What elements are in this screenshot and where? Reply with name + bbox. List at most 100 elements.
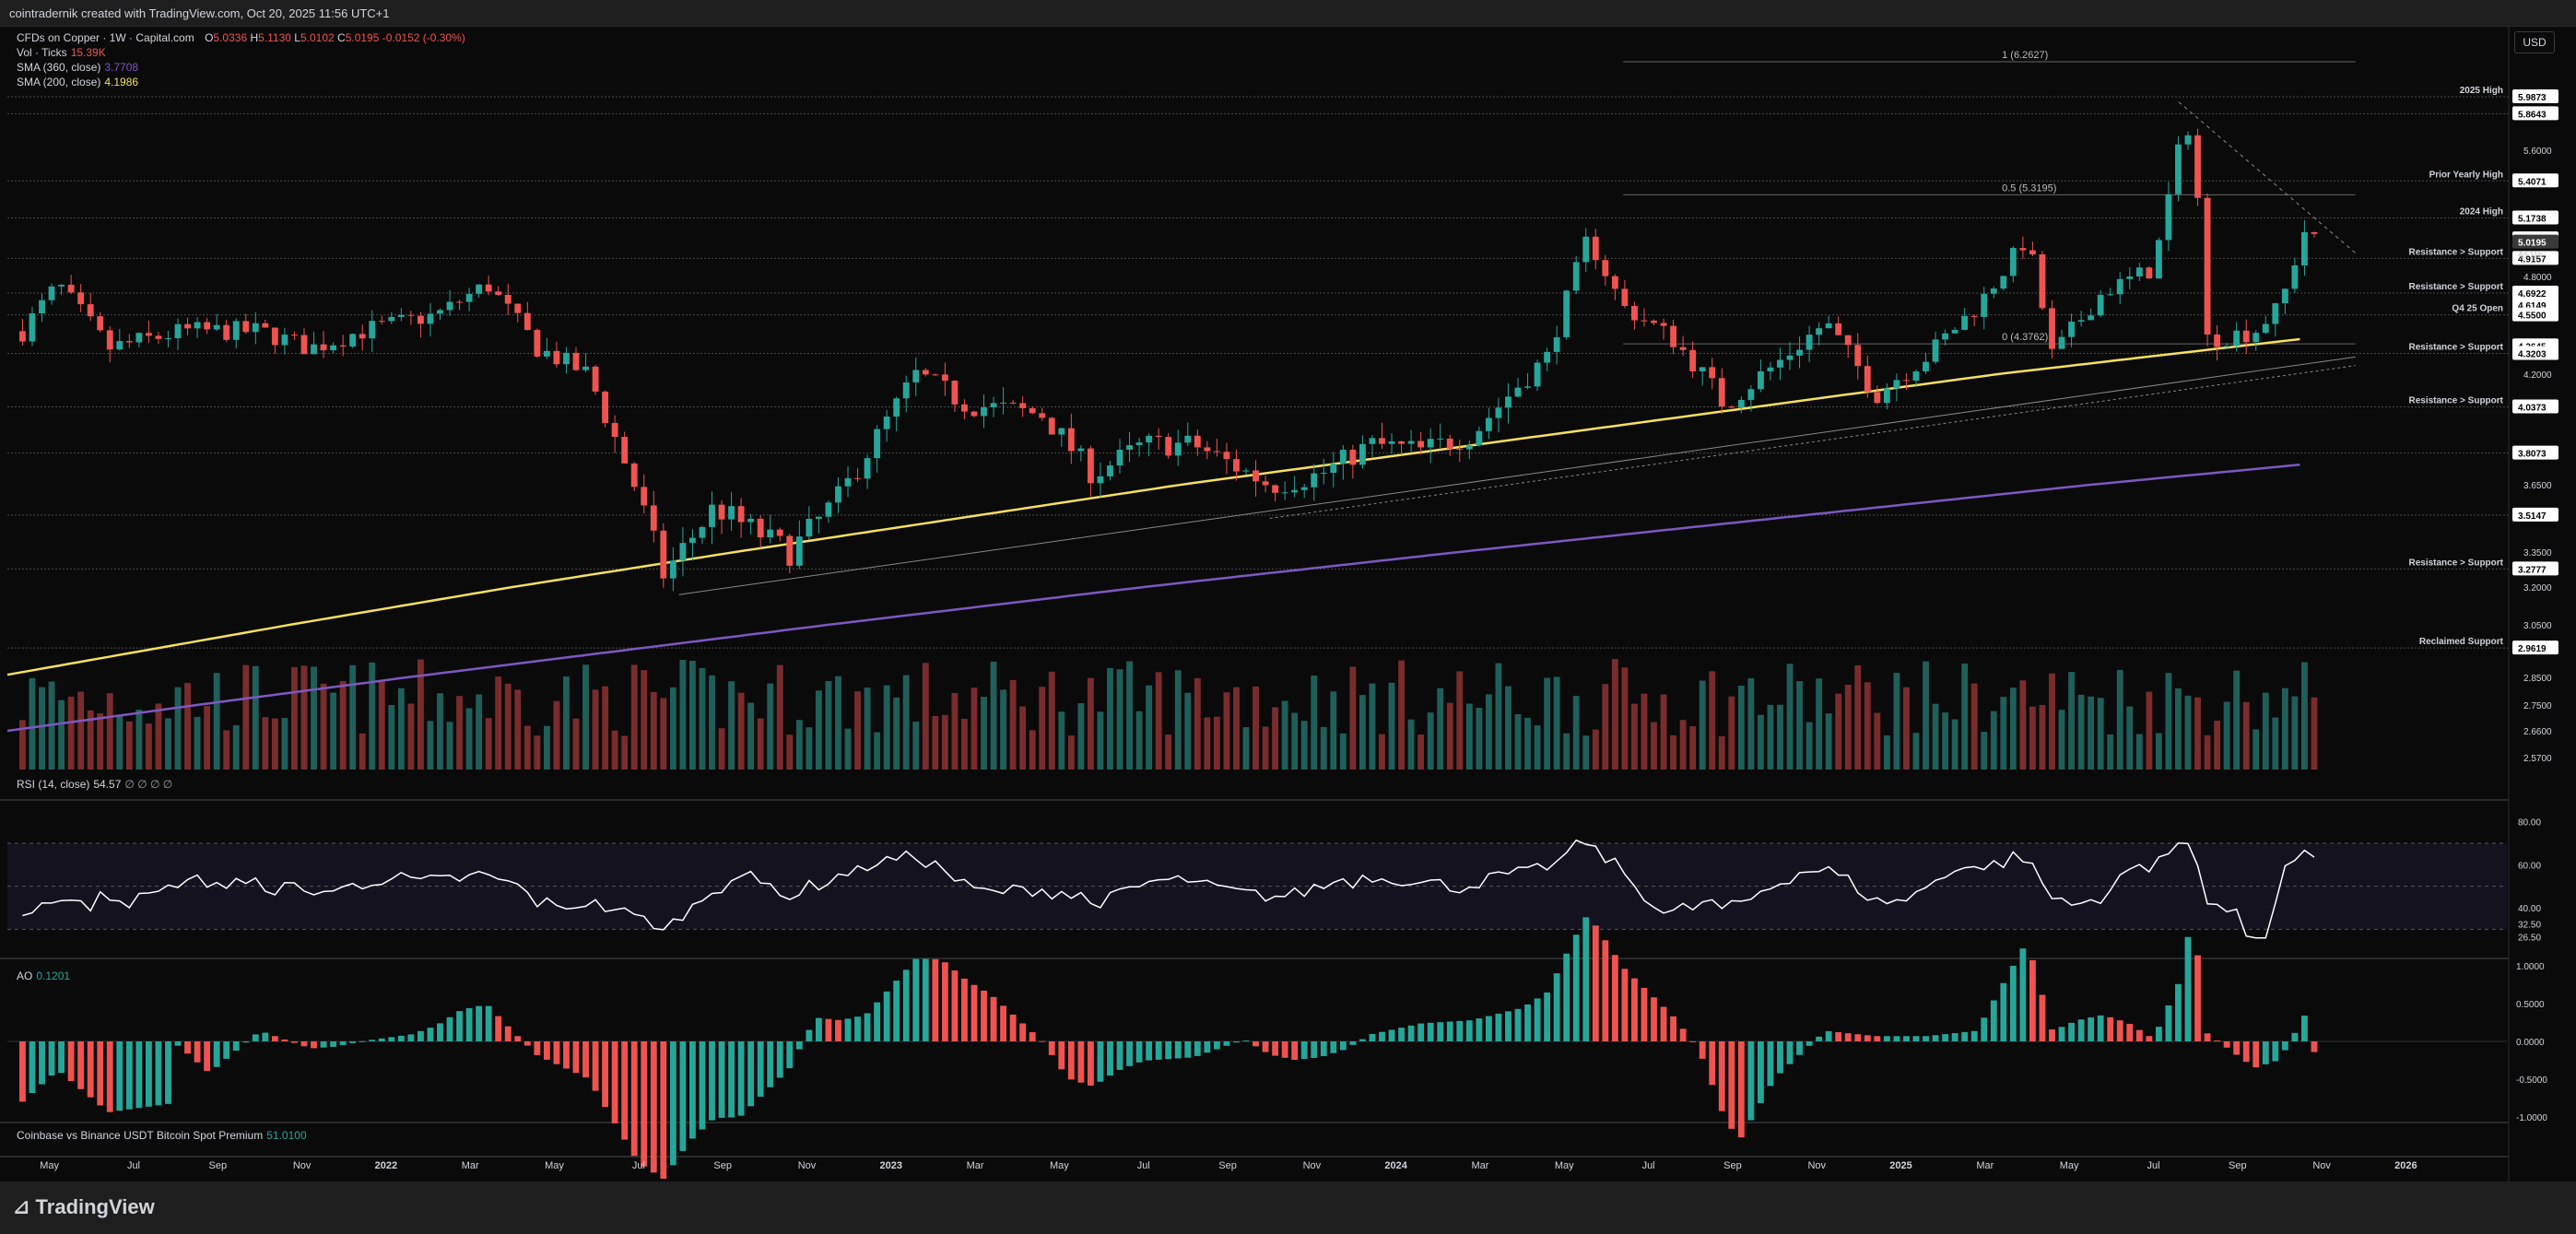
candle-body xyxy=(2204,197,2211,335)
volume-bar xyxy=(67,696,75,770)
volume-bar xyxy=(2049,673,2055,770)
ao-bar xyxy=(106,1041,113,1112)
candle-body xyxy=(1747,389,1755,400)
x-tick-label: 2022 xyxy=(375,1160,397,1171)
ao-bar xyxy=(1446,1021,1453,1041)
volume-bar xyxy=(1135,711,1143,770)
candle-body xyxy=(1223,452,1230,460)
ao-bar xyxy=(19,1041,26,1102)
volume-bar xyxy=(2058,710,2065,770)
legend-volume-row: Vol · Ticks 15.39K xyxy=(17,46,106,59)
volume-bar xyxy=(1097,711,1104,770)
candle-body xyxy=(1553,336,1560,352)
candle-body xyxy=(145,333,152,336)
level-label: Resistance > Support xyxy=(2408,282,2503,292)
level-label: Reclaimed Support xyxy=(2419,637,2504,647)
candle-body xyxy=(1116,450,1123,466)
ao-bar xyxy=(2146,1036,2153,1041)
x-tick-label: Mar xyxy=(462,1160,479,1171)
volume-bar xyxy=(815,690,822,770)
x-tick-label: Mar xyxy=(1976,1160,1994,1171)
candle-body xyxy=(1990,288,1997,294)
volume-bar xyxy=(1864,682,1871,770)
candle-body xyxy=(1942,333,1949,340)
volume-bar xyxy=(757,718,764,770)
ao-bar xyxy=(330,1041,337,1047)
ao-bar xyxy=(874,1002,881,1041)
x-tick-label: Mar xyxy=(967,1160,984,1171)
ao-bar xyxy=(2126,1023,2134,1041)
volume-bar xyxy=(174,687,182,770)
volume-bar xyxy=(2223,701,2230,770)
candle-body xyxy=(1718,378,1725,407)
candle-body xyxy=(1874,392,1881,404)
candle-body xyxy=(1272,485,1279,493)
legend-premium-row: Coinbase vs Binance USDT Bitcoin Spot Pr… xyxy=(17,1129,307,1142)
rsi-pane xyxy=(7,839,2507,939)
candles xyxy=(19,128,2318,592)
price-axis[interactable]: 5.60005.20004.80004.20003.65003.35003.20… xyxy=(2512,89,2558,1123)
volume-bar xyxy=(320,683,327,770)
ao-bar xyxy=(1737,1041,1745,1138)
ao-bar xyxy=(737,1041,745,1116)
legend-l-label: L xyxy=(294,31,300,44)
candle-body xyxy=(2311,231,2318,234)
ao-bar xyxy=(1048,1041,1055,1055)
candle-body xyxy=(2262,323,2269,334)
volume-bar xyxy=(2135,734,2143,770)
ao-bar xyxy=(1107,1041,1113,1076)
y-label-text: 5.9873 xyxy=(2518,93,2547,103)
volume-bar xyxy=(1320,726,1327,770)
candle-body xyxy=(106,330,113,350)
ao-bar xyxy=(1000,1005,1007,1041)
ao-bar xyxy=(1029,1032,1036,1041)
candle-body xyxy=(2194,135,2201,198)
candle-body xyxy=(514,303,522,313)
volume-bar xyxy=(417,659,424,770)
ao-bar xyxy=(776,1041,783,1078)
y-tick-label: 3.6500 xyxy=(2523,481,2552,491)
ao-bar xyxy=(893,981,900,1041)
candle-body xyxy=(1107,465,1113,476)
candle-body xyxy=(1514,387,1522,397)
candle-body xyxy=(572,352,580,370)
candle-body xyxy=(2135,267,2143,277)
candle-body xyxy=(388,316,395,322)
ao-pane xyxy=(7,917,2507,1179)
volume-bar xyxy=(922,663,929,770)
legend-open: 5.0336 xyxy=(213,31,248,44)
candle-body xyxy=(912,370,920,382)
candle-body xyxy=(77,292,85,305)
candle-body xyxy=(2233,330,2241,347)
ao-bar xyxy=(1961,1031,1969,1041)
ao-bar xyxy=(1534,998,1541,1041)
volume-bar xyxy=(795,720,803,770)
candle-body xyxy=(844,477,852,487)
candle-body xyxy=(1417,441,1425,448)
price-chart[interactable]: 2025 High Prior Yearly High 2024 High Resis… xyxy=(0,0,2576,1181)
candle-body xyxy=(2077,320,2085,323)
volume-bar xyxy=(1679,720,1687,770)
ao-bar xyxy=(2262,1041,2269,1064)
volume-bar xyxy=(1505,686,1511,770)
candle-body xyxy=(1476,430,1483,446)
x-tick-label: Jul xyxy=(632,1160,645,1171)
time-axis[interactable]: May Jul Sep Nov 2022 Mar May Jul Sep Nov 2023 Mar Ma… xyxy=(40,1160,2417,1171)
volume-bar xyxy=(194,716,201,770)
candle-body xyxy=(1262,481,1269,486)
ao-bar xyxy=(2291,1032,2299,1041)
ao-bar xyxy=(2029,959,2036,1041)
volume-bar xyxy=(1883,735,1890,770)
volume-bar xyxy=(1495,663,1502,770)
trendline-falling xyxy=(2178,101,2356,253)
volume-bar xyxy=(1388,682,1395,770)
currency-button[interactable]: USD xyxy=(2514,31,2555,53)
volume-bar xyxy=(1407,719,1415,770)
candle-body xyxy=(981,407,987,417)
candle-body xyxy=(349,334,357,347)
volume-bar xyxy=(1359,695,1366,770)
x-tick-label: Mar xyxy=(1472,1160,1489,1171)
volume-bar xyxy=(1544,677,1551,770)
volume-bar xyxy=(1651,722,1657,770)
candle-body xyxy=(602,391,609,423)
